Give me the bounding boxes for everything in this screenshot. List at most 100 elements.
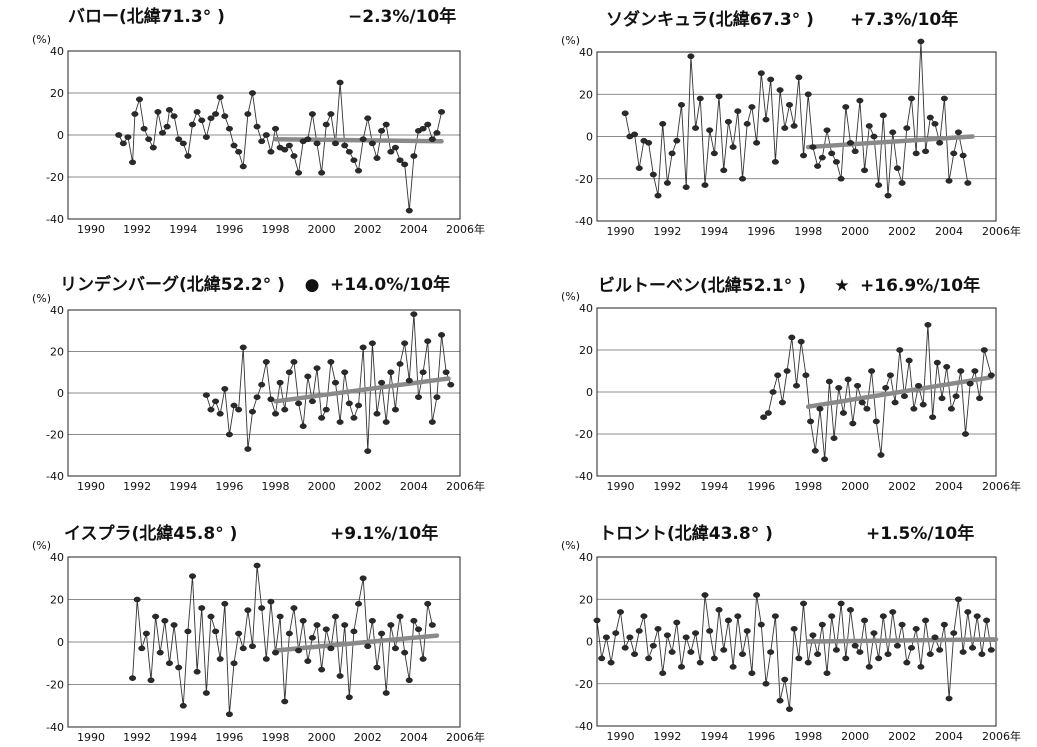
chart3-data-point <box>299 423 307 430</box>
chart5-data-point <box>212 628 220 635</box>
chart2-data-point <box>964 180 972 186</box>
chart5-data-point <box>428 622 436 628</box>
chart6-data-point <box>879 613 887 619</box>
chart2-data-point <box>865 123 873 129</box>
chart3-data-point <box>318 415 326 421</box>
chart6-data-point <box>607 659 615 666</box>
chart3-data-point <box>373 410 381 417</box>
chart6-trend-label: +1.5%/10年 <box>866 523 974 544</box>
chart4-ytick-label: 0 <box>586 386 593 399</box>
chart5-data-point <box>193 668 201 675</box>
chart3-data-point <box>433 394 441 400</box>
chart2-data-point <box>861 167 869 174</box>
chart4-data-point <box>811 447 819 454</box>
chart2-data-point <box>931 121 939 127</box>
chart5-data-point <box>318 666 326 673</box>
chart6-data-point <box>851 642 859 649</box>
chart6-data-point <box>748 670 756 676</box>
chart4-data-point <box>896 347 904 353</box>
chart1-data-point <box>230 142 238 149</box>
chart5-data-point <box>216 656 224 662</box>
chart6-data-point <box>903 659 911 666</box>
chart5-xtick-label: 2006 <box>446 731 474 744</box>
chart5-trend-label: +9.1%/10年 <box>330 523 438 544</box>
chart3-series-line <box>205 314 452 452</box>
chart3-series-marker-icon: ● <box>305 275 320 295</box>
chart1-data-point <box>272 125 280 132</box>
chart4-data-point <box>825 378 833 385</box>
chart6-data-point <box>781 676 789 683</box>
chart5-data-point <box>350 628 358 635</box>
chart3-title: リンデンバーグ(北緯52.2° ) <box>60 274 285 295</box>
chart3-xtick-label: 2006 <box>446 480 474 493</box>
chart5-data-point <box>359 575 367 582</box>
chart5-data-point <box>152 613 160 620</box>
chart5-ytick-label: -40 <box>46 721 64 734</box>
chart6-ytick-label: -20 <box>575 678 593 691</box>
chart1-trend-label: −2.3%/10年 <box>348 6 456 27</box>
chart3-data-point <box>359 344 367 351</box>
chart1-xtick-label: 2004 <box>400 223 428 236</box>
chart5-data-point <box>355 600 363 607</box>
chart6-xtick-label: 1996 <box>747 730 775 743</box>
chart5-data-point <box>290 605 298 611</box>
chart4-data-point <box>987 372 995 379</box>
chart2-data-point <box>945 178 953 184</box>
chart4-data-point <box>778 399 786 406</box>
chart6-data-point <box>865 664 873 670</box>
chart5-data-point <box>156 649 164 656</box>
chart2-trend-label: +7.3%/10年 <box>850 9 958 30</box>
chart5-data-point <box>299 617 307 624</box>
chart4-data-point <box>868 368 876 374</box>
panel-barrow: 40 20 0 -20 -40 1990 1992 1994 1996 1998 2000 2002 2… <box>32 6 485 236</box>
chart1-data-point <box>179 140 187 147</box>
chart6-data-point <box>771 613 779 619</box>
chart3-data-point <box>207 406 215 413</box>
chart3-data-point <box>281 406 289 413</box>
chart2-data-point <box>668 150 676 157</box>
chart1-data-point <box>433 130 441 136</box>
chart3-xtick-label: 1994 <box>169 480 197 493</box>
chart3-data-point <box>248 408 256 415</box>
chart5-data-point <box>198 605 206 611</box>
chart2-xtick-label: 1992 <box>653 225 681 238</box>
chart4-data-point <box>915 382 923 389</box>
chart6-data-point <box>973 613 981 619</box>
chart5-data-point <box>179 702 187 709</box>
chart5-data-point <box>396 613 404 620</box>
chart1-data-point <box>322 121 330 128</box>
chart4-y-unit-label: (%) <box>561 290 580 303</box>
chart1-xtick-label: 1996 <box>215 223 243 236</box>
chart2-data-point <box>692 125 700 131</box>
chart3-data-point <box>419 369 427 376</box>
chart4-data-point <box>849 420 857 427</box>
chart3-x-unit-label: 年 <box>474 479 485 493</box>
chart1-y-unit-label: (%) <box>32 33 51 46</box>
chart1-data-point <box>258 138 266 145</box>
chart5-xtick-label: 1994 <box>169 731 197 744</box>
chart4-data-point <box>858 399 866 406</box>
chart4-xtick-label: 1998 <box>794 480 822 493</box>
chart6-data-point <box>612 630 620 636</box>
chart2-data-point <box>828 150 836 157</box>
chart2-data-point <box>940 95 948 102</box>
chart2-data-point <box>645 140 653 146</box>
chart1-xtick-label: 1994 <box>169 223 197 236</box>
chart6-data-point <box>818 621 826 628</box>
chart2-x-unit-label: 年 <box>1010 224 1021 238</box>
chart2-data-point <box>785 102 793 108</box>
chart4-data-point <box>863 405 871 412</box>
chart3-data-point <box>447 381 455 388</box>
chart2-data-point <box>908 95 916 102</box>
chart6-ytick-label: -40 <box>575 720 593 733</box>
chart3-data-point <box>216 410 224 417</box>
chart1-data-point <box>308 111 316 117</box>
chart4-data-point <box>821 456 829 463</box>
chart3-data-point <box>313 365 321 371</box>
chart3-data-point <box>212 398 220 405</box>
chart4-data-point <box>900 393 908 400</box>
chart5-data-point <box>419 656 427 662</box>
chart5-data-point <box>230 660 238 667</box>
chart5-data-point <box>147 677 155 684</box>
chart3-data-point <box>336 419 344 425</box>
